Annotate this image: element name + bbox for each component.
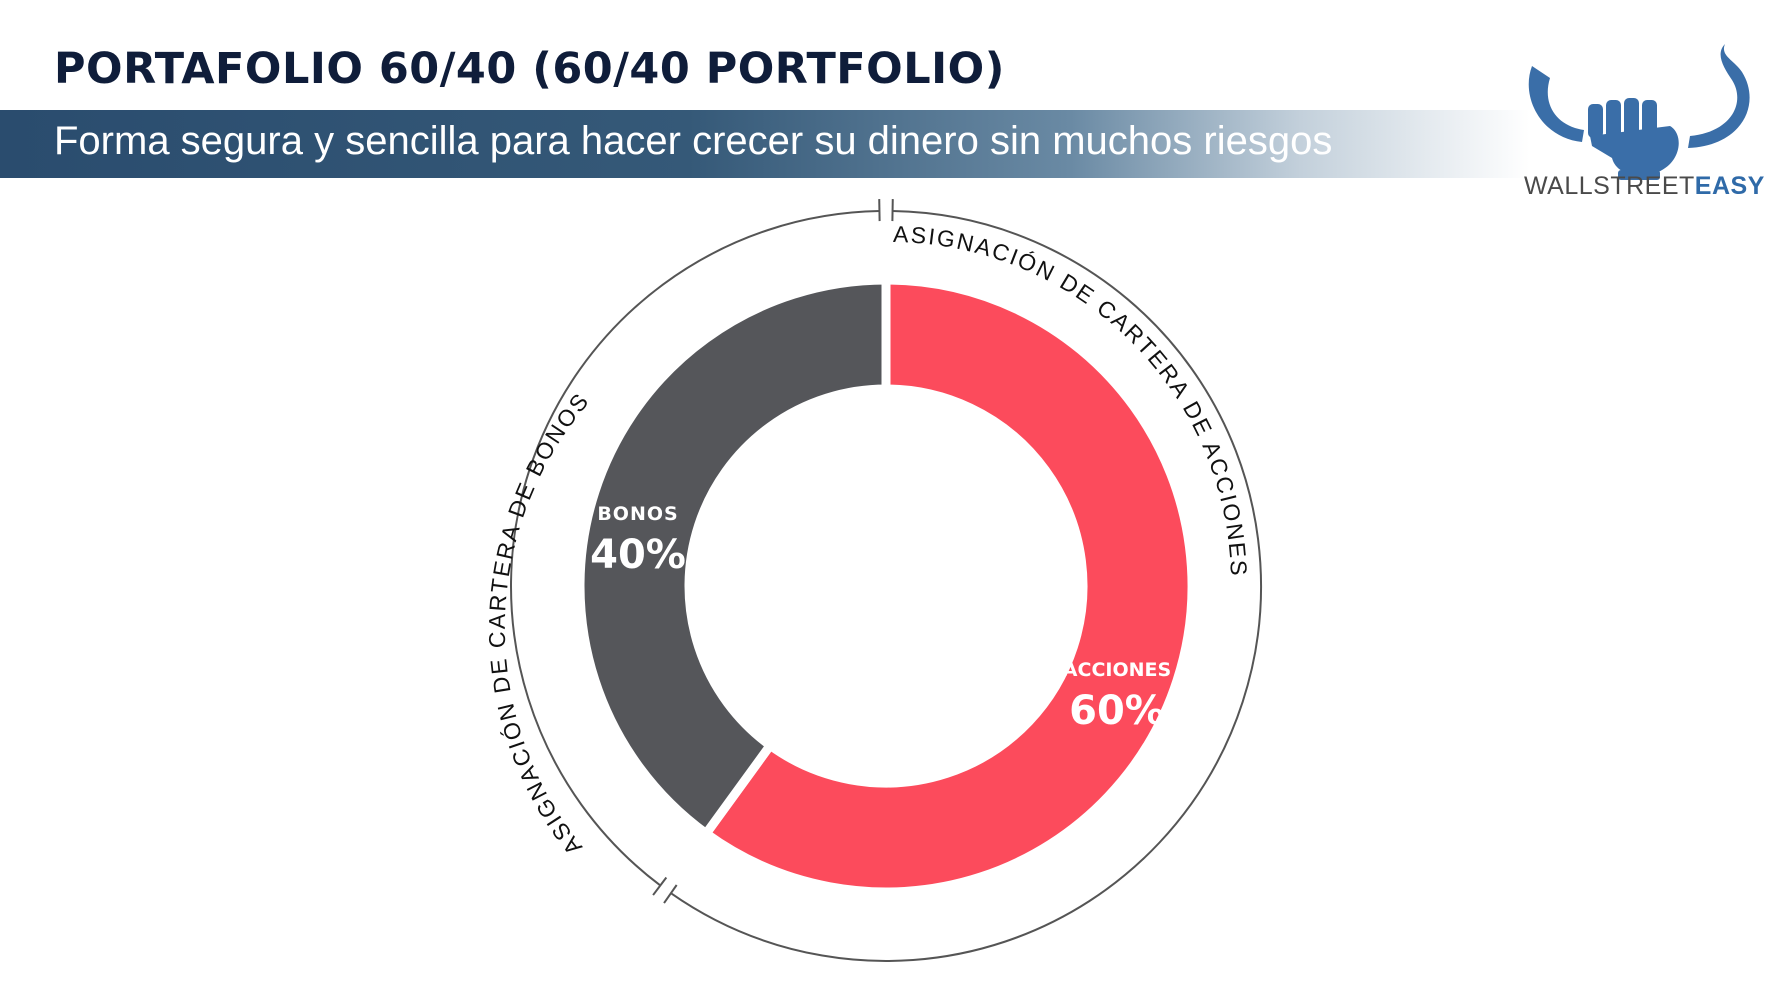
slice-acciones xyxy=(699,275,1197,897)
slice-bonos xyxy=(575,275,891,840)
slice-label-acciones: ACCIONES xyxy=(1063,659,1171,681)
logo-wordmark: WALLSTREETEASY xyxy=(1524,172,1764,201)
ring-tick xyxy=(652,876,668,896)
logo-text-main: WALLSTREET xyxy=(1524,172,1695,200)
subtitle-banner xyxy=(0,110,1530,178)
outer-ring xyxy=(510,199,1262,962)
ring-tick xyxy=(663,884,678,904)
logo-text-highlight: EASY xyxy=(1694,172,1765,200)
page-title: PORTAFOLIO 60/40 (60/40 PORTFOLIO) xyxy=(54,44,1005,94)
page-subtitle: Forma segura y sencilla para hacer crece… xyxy=(54,119,1333,163)
bull-fist-logo-icon xyxy=(1528,44,1750,180)
slice-value-bonos: 40% xyxy=(590,532,686,578)
slice-value-acciones: 60% xyxy=(1069,688,1165,734)
ring-arc-acciones xyxy=(670,210,1262,962)
donut-slices xyxy=(575,275,1197,897)
ring-arc-bonos xyxy=(510,210,880,887)
slice-label-bonos: BONOS xyxy=(597,503,678,525)
